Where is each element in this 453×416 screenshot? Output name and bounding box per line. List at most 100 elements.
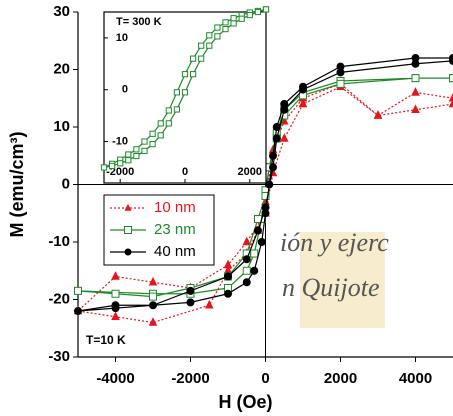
data-point	[109, 162, 116, 170]
data-point	[198, 42, 205, 49]
data-point	[336, 68, 345, 77]
data-point	[181, 71, 189, 78]
data-point	[280, 105, 289, 114]
y-tick-label: -30	[48, 348, 70, 365]
data-point	[224, 272, 232, 281]
data-point	[265, 180, 274, 189]
data-point	[261, 203, 270, 212]
data-point	[111, 301, 120, 310]
y-tick-label: 20	[53, 60, 70, 77]
x-tick-label: 0	[182, 166, 188, 178]
x-tick-label: 2000	[238, 166, 262, 178]
data-point	[149, 292, 157, 301]
data-point	[165, 120, 172, 127]
data-point	[157, 120, 164, 127]
data-point	[246, 12, 253, 19]
data-point	[230, 15, 237, 22]
data-point	[272, 134, 281, 143]
data-point	[148, 276, 158, 286]
data-point	[173, 89, 181, 96]
x-tick-label: -4000	[96, 370, 134, 387]
data-point	[224, 289, 232, 298]
data-point	[204, 299, 214, 309]
annotation: T= 300 K	[116, 16, 162, 28]
data-point	[411, 74, 420, 83]
data-point	[214, 33, 221, 40]
data-point	[242, 255, 251, 264]
data-point	[149, 141, 156, 148]
data-point	[262, 6, 270, 13]
data-point	[298, 98, 308, 108]
data-point	[117, 160, 124, 167]
data-point	[257, 238, 266, 246]
data-point	[448, 92, 453, 102]
data-point	[222, 19, 229, 26]
data-point	[157, 132, 164, 139]
legend-marker	[124, 226, 132, 234]
data-point	[222, 26, 229, 33]
data-point	[238, 15, 245, 22]
annotation: T=10 K	[86, 333, 126, 347]
data-point	[254, 226, 262, 235]
data-point	[250, 249, 259, 258]
series-line	[77, 57, 453, 312]
data-point	[149, 130, 156, 137]
x-axis-label: H (Oe)	[219, 392, 273, 412]
y-tick-label: 10	[53, 118, 70, 135]
data-point	[272, 123, 281, 131]
data-point	[141, 147, 148, 154]
data-point	[133, 152, 140, 160]
data-point	[449, 56, 453, 65]
data-point	[242, 236, 252, 246]
watermark-text: n Quijote	[282, 273, 380, 302]
data-point	[173, 106, 181, 113]
data-point	[223, 259, 233, 269]
data-point	[141, 138, 148, 145]
data-point	[448, 98, 453, 108]
data-point	[206, 42, 213, 49]
data-point	[125, 157, 132, 164]
y-tick-label: 0	[62, 175, 70, 192]
data-point	[206, 32, 213, 39]
x-tick-label: 0	[261, 370, 269, 387]
data-point	[100, 164, 108, 171]
y-axis-label: M (emu/cm³)	[7, 131, 27, 237]
series-line	[76, 83, 453, 324]
x-tick-label: 2000	[324, 370, 357, 387]
data-point	[148, 317, 158, 326]
y-tick-label: 10	[116, 32, 128, 44]
x-tick-label: 4000	[399, 370, 432, 387]
y-tick-label: -10	[48, 233, 70, 250]
data-point	[299, 85, 307, 94]
data-point	[449, 74, 453, 83]
data-point	[269, 163, 277, 172]
data-point	[279, 133, 289, 142]
y-tick-label: 30	[53, 3, 70, 20]
data-point	[74, 286, 82, 295]
data-point	[242, 278, 251, 287]
data-point	[111, 311, 120, 321]
data-point	[190, 55, 197, 62]
data-point	[269, 151, 277, 160]
data-point	[111, 271, 120, 280]
data-point	[74, 307, 82, 315]
data-point	[198, 55, 205, 62]
data-point	[250, 266, 259, 275]
data-point	[411, 87, 420, 96]
watermark-patch	[300, 232, 385, 328]
legend-label: 10 nm	[154, 199, 196, 216]
y-tick-label: -10	[112, 135, 128, 147]
data-point	[214, 24, 221, 31]
data-point	[411, 59, 420, 68]
x-tick-label: -2000	[171, 370, 209, 387]
legend-label: 40 nm	[154, 243, 196, 260]
data-point	[230, 20, 237, 27]
data-point	[336, 79, 345, 88]
data-point	[411, 104, 420, 114]
data-point	[133, 146, 140, 153]
data-point	[125, 151, 132, 158]
watermark-text: ión y ejerc	[280, 228, 389, 257]
data-point	[261, 192, 270, 200]
data-point	[111, 289, 120, 298]
